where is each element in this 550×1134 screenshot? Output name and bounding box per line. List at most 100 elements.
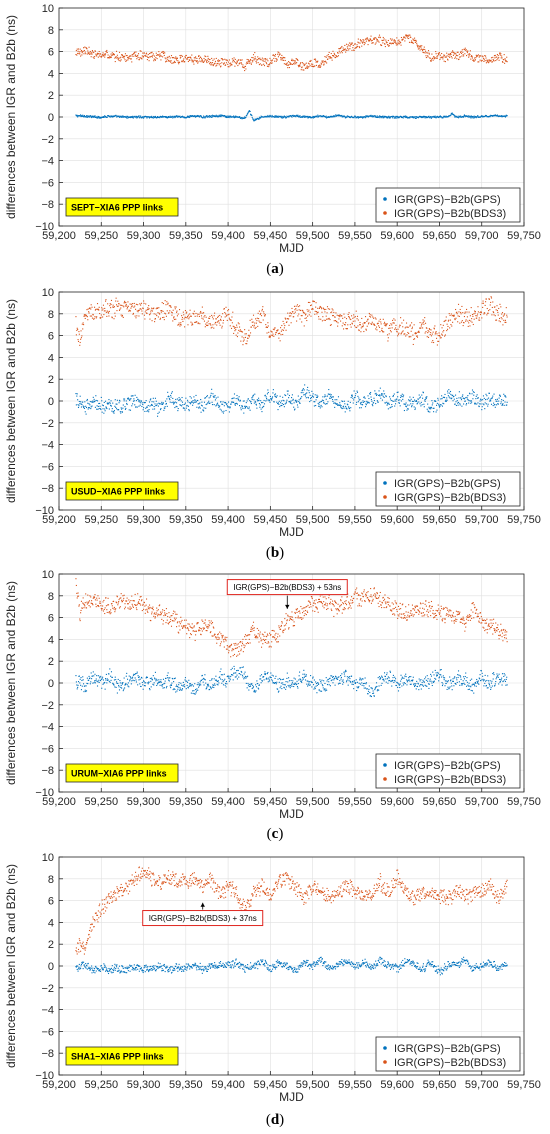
data-point (480, 311, 482, 313)
data-point (414, 39, 416, 41)
data-point (492, 395, 494, 397)
y-tick-label: −6 (41, 461, 54, 473)
data-point (187, 56, 189, 59)
data-point (315, 61, 317, 63)
data-point (378, 34, 381, 36)
data-point (363, 117, 365, 119)
data-point (331, 59, 333, 61)
data-point (306, 389, 308, 391)
data-point (165, 61, 167, 63)
data-point (188, 408, 190, 411)
data-point (211, 679, 213, 681)
data-point (83, 314, 85, 316)
data-point (271, 396, 274, 398)
data-point (83, 406, 85, 408)
data-point (258, 397, 260, 399)
data-point (319, 405, 321, 407)
data-point (364, 116, 366, 118)
data-point (466, 311, 468, 313)
data-point (140, 50, 142, 52)
data-point (416, 335, 418, 337)
data-point (251, 56, 253, 59)
data-point (408, 34, 410, 36)
data-point (279, 395, 281, 397)
x-tick-label: 59,200 (42, 230, 76, 242)
data-point (154, 115, 156, 117)
data-point (126, 305, 128, 307)
data-point (259, 321, 261, 323)
data-point (263, 405, 265, 407)
data-point (309, 301, 311, 304)
data-point (472, 116, 474, 118)
data-point (181, 405, 183, 407)
data-point (334, 56, 337, 59)
data-point (132, 55, 134, 58)
data-point (206, 395, 208, 397)
data-point (326, 403, 328, 405)
data-point (252, 394, 255, 396)
data-point (80, 337, 83, 339)
data-point (412, 116, 414, 118)
data-point (254, 327, 256, 330)
data-point (169, 116, 171, 118)
data-point (153, 58, 155, 60)
data-point (325, 56, 327, 58)
data-point (384, 321, 386, 323)
data-point (370, 323, 372, 325)
data-point (132, 117, 134, 119)
data-point (118, 402, 120, 404)
data-point (340, 676, 342, 679)
data-point (411, 400, 413, 402)
data-point (149, 318, 151, 320)
data-point (186, 680, 188, 682)
data-point (463, 403, 465, 405)
data-point (327, 54, 329, 56)
data-point (345, 669, 347, 671)
data-point (232, 116, 234, 118)
data-point (337, 676, 339, 678)
data-point (441, 333, 443, 335)
data-point (282, 678, 285, 680)
data-point (298, 401, 300, 403)
data-point (157, 312, 159, 314)
data-point (123, 677, 125, 679)
data-point (474, 59, 476, 61)
data-point (444, 393, 446, 396)
data-point (351, 49, 353, 51)
data-point (490, 398, 492, 400)
data-point (181, 688, 184, 690)
data-point (364, 322, 366, 324)
data-point (119, 304, 121, 306)
data-point (222, 319, 225, 322)
data-point (105, 299, 107, 301)
data-point (77, 399, 79, 401)
data-point (240, 409, 242, 411)
data-point (495, 319, 497, 321)
data-point (285, 318, 287, 320)
data-point (146, 117, 148, 119)
data-point (442, 117, 444, 119)
data-point (200, 404, 203, 406)
x-tick-label: 59,750 (507, 514, 541, 526)
data-point (438, 403, 440, 405)
data-point (415, 400, 417, 403)
data-point (269, 63, 271, 65)
data-point (419, 403, 421, 405)
data-point (83, 683, 85, 685)
data-point (341, 325, 343, 327)
data-point (374, 324, 376, 327)
data-point (134, 51, 136, 53)
data-point (91, 315, 93, 317)
data-point (371, 688, 373, 690)
data-point (367, 40, 370, 42)
data-point (356, 46, 358, 48)
data-point (370, 316, 372, 318)
data-point (77, 48, 80, 50)
data-point (154, 55, 156, 57)
data-point (496, 404, 498, 406)
data-point (231, 398, 233, 400)
data-point (314, 116, 316, 118)
data-point (79, 678, 81, 680)
data-point (236, 674, 238, 676)
data-point (127, 59, 129, 61)
